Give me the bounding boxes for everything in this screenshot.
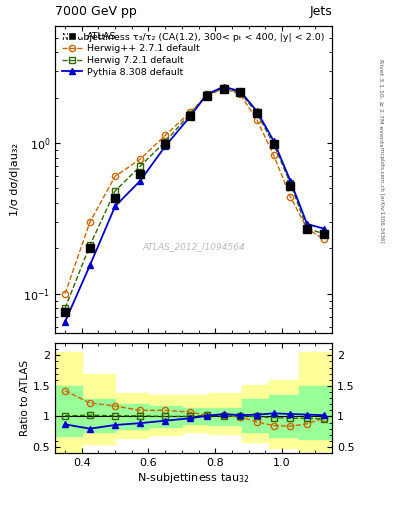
Text: Rivet 3.1.10, ≥ 2.7M events: Rivet 3.1.10, ≥ 2.7M events — [379, 58, 384, 146]
Text: mcplots.cern.ch [arXiv:1306.3436]: mcplots.cern.ch [arXiv:1306.3436] — [379, 147, 384, 242]
X-axis label: N-subjettiness tau$_{32}$: N-subjettiness tau$_{32}$ — [137, 471, 250, 485]
Y-axis label: 1/σ dσ/d|au₃₂: 1/σ dσ/d|au₃₂ — [10, 143, 20, 216]
Y-axis label: Ratio to ATLAS: Ratio to ATLAS — [20, 360, 30, 436]
Text: 7000 GeV pp: 7000 GeV pp — [55, 5, 137, 18]
Text: Jets: Jets — [309, 5, 332, 18]
Text: N-subjettiness τ₃/τ₂ (CA(1.2), 300< pₜ < 400, |y| < 2.0): N-subjettiness τ₃/τ₂ (CA(1.2), 300< pₜ <… — [62, 33, 325, 42]
Legend: ATLAS, Herwig++ 2.7.1 default, Herwig 7.2.1 default, Pythia 8.308 default: ATLAS, Herwig++ 2.7.1 default, Herwig 7.… — [58, 29, 204, 80]
Text: ATLAS_2012_I1094564: ATLAS_2012_I1094564 — [142, 242, 245, 251]
